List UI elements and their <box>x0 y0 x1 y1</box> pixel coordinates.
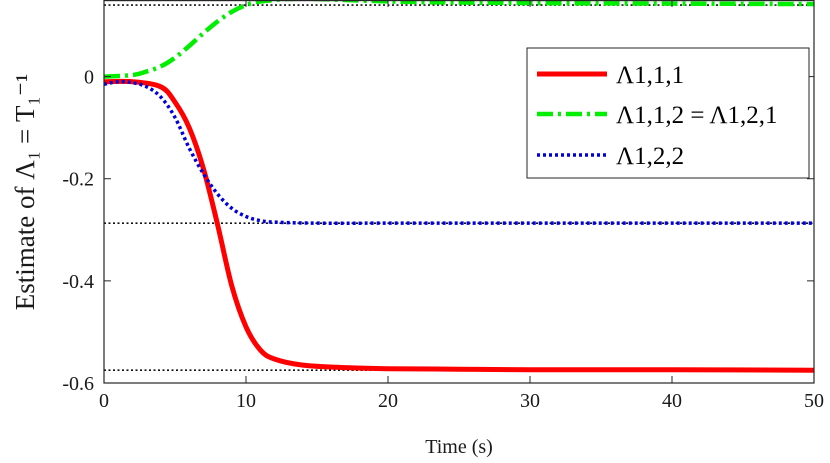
x-tick-label: 20 <box>378 390 398 412</box>
x-axis-label: Time (s) <box>425 436 493 458</box>
x-tick-label: 30 <box>520 390 540 412</box>
legend-label-lambda-122: Λ1,2,2 <box>616 143 684 170</box>
y-axis-label: Estimate of Λ₁ = T₁⁻¹ <box>10 74 40 310</box>
legend: Λ1,1,1 Λ1,1,2 = Λ1,2,1 Λ1,2,2 <box>526 47 810 179</box>
series-line-1 <box>103 0 815 79</box>
series-layer <box>103 0 815 373</box>
y-tick-label: -0.2 <box>62 169 94 191</box>
series-line-2 <box>103 79 814 225</box>
x-axis-ticks: 0 10 20 30 40 50 <box>99 0 824 412</box>
legend-label-lambda-112: Λ1,1,2 = Λ1,2,1 <box>616 102 777 129</box>
plot-frame <box>103 0 815 384</box>
y-axis-ticks: 0 -0.2 -0.4 -0.6 <box>62 67 814 395</box>
legend-label-lambda-111: Λ1,1,1 <box>616 62 684 89</box>
x-tick-label: 40 <box>662 390 682 412</box>
reference-lines <box>104 4 814 372</box>
series-line-0 <box>103 78 815 373</box>
y-tick-label: 0 <box>84 67 94 89</box>
x-tick-label: 0 <box>99 390 109 412</box>
y-tick-label: -0.6 <box>62 373 94 395</box>
y-tick-label: -0.4 <box>62 271 94 293</box>
x-tick-label: 50 <box>804 390 824 412</box>
x-tick-label: 10 <box>236 390 256 412</box>
